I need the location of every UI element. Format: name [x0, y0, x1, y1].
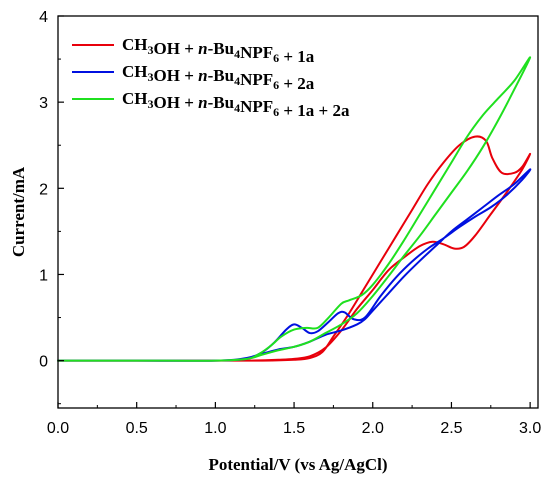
- y-axis: 0 1 2 3 4: [39, 9, 64, 405]
- y-axis-title: Current/mA: [9, 166, 28, 257]
- legend-label-2: CH3OH + n-Bu4NPF6 + 2a: [122, 62, 315, 93]
- legend-text-part: 3: [148, 43, 154, 57]
- series-line-3: [57, 56, 532, 362]
- x-axis-title: Potential/V (vs Ag/AgCl): [208, 455, 387, 474]
- legend-text-part: + 1a: [279, 47, 315, 66]
- legend-text-part: 6: [273, 51, 279, 65]
- y-tick-label: 1: [39, 267, 48, 284]
- legend-text-part: n: [198, 39, 207, 58]
- legend-label-3: CH3OH + n-Bu4NPF6 + 1a + 2a: [122, 89, 350, 120]
- legend-text-part: 6: [273, 78, 279, 92]
- series-line-2: [57, 168, 532, 362]
- legend-text-part: -Bu: [208, 66, 234, 85]
- x-tick-label: 2.0: [362, 420, 384, 437]
- legend-text-part: 4: [234, 101, 240, 115]
- y-tick-label: 0: [39, 354, 48, 371]
- legend-label-1: CH3OH + n-Bu4NPF6 + 1a: [122, 35, 315, 66]
- legend-text-part: 3: [148, 97, 154, 111]
- y-tick-label: 2: [39, 181, 48, 198]
- legend-text-part: NPF: [240, 43, 273, 62]
- x-tick-label: 0.0: [47, 420, 69, 437]
- y-tick-label: 3: [39, 95, 48, 112]
- legend-text-part: 4: [234, 74, 240, 88]
- x-tick-label: 3.0: [519, 420, 541, 437]
- legend-text-part: NPF: [240, 97, 273, 116]
- legend-text-part: CH: [122, 89, 148, 108]
- legend-text-part: -Bu: [208, 93, 234, 112]
- legend-text-part: + 1a + 2a: [279, 101, 350, 120]
- x-tick-label: 1.5: [283, 420, 305, 437]
- legend-text-part: OH +: [154, 93, 199, 112]
- plot-frame: [57, 15, 539, 409]
- legend-text-part: -Bu: [208, 39, 234, 58]
- legend-text-part: OH +: [154, 39, 199, 58]
- x-tick-label: 2.5: [440, 420, 462, 437]
- legend-text-part: 6: [273, 105, 279, 119]
- legend-text-part: n: [198, 66, 207, 85]
- legend-text-part: n: [198, 93, 207, 112]
- legend-text-part: OH +: [154, 66, 199, 85]
- legend-text-part: NPF: [240, 70, 273, 89]
- legend-text-part: 3: [148, 70, 154, 84]
- series-line-1: [57, 135, 532, 362]
- x-tick-label: 1.0: [204, 420, 226, 437]
- x-tick-label: 0.5: [126, 420, 148, 437]
- legend-text-part: CH: [122, 62, 148, 81]
- series-lines: [57, 56, 532, 362]
- legend-text-part: + 2a: [279, 74, 315, 93]
- y-tick-label: 4: [39, 9, 48, 26]
- legend-text-part: 4: [234, 47, 240, 61]
- x-axis: 0.0 0.5 1.0 1.5 2.0 2.5 3.0: [47, 402, 541, 437]
- legend-text-part: CH: [122, 35, 148, 54]
